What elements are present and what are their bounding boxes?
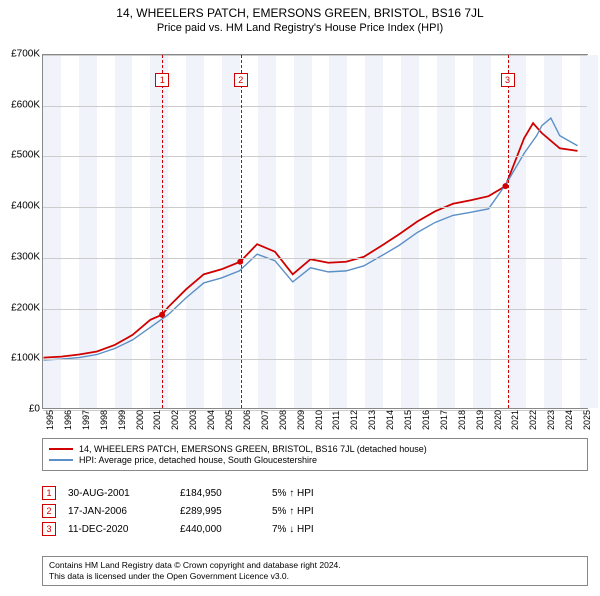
y-tick-label: £600K xyxy=(0,99,40,110)
series-property xyxy=(44,123,578,357)
y-tick-label: £200K xyxy=(0,302,40,313)
x-tick-label: 2025 xyxy=(582,410,592,430)
x-tick-label: 2002 xyxy=(170,410,180,430)
x-tick-label: 2024 xyxy=(564,410,574,430)
y-tick-label: £500K xyxy=(0,150,40,161)
sale-marker: 2 xyxy=(42,504,56,518)
x-tick-label: 1997 xyxy=(81,410,91,430)
x-tick-label: 2004 xyxy=(206,410,216,430)
sale-price: £440,000 xyxy=(180,524,260,535)
sale-row: 2 17-JAN-2006 £289,995 5% ↑ HPI xyxy=(42,504,588,518)
footer-line2: This data is licensed under the Open Gov… xyxy=(49,571,581,582)
x-tick-label: 2005 xyxy=(224,410,234,430)
sales-table: 1 30-AUG-2001 £184,950 5% ↑ HPI 2 17-JAN-2006… xyxy=(42,482,588,540)
y-tick-label: £0 xyxy=(0,404,40,415)
footer: Contains HM Land Registry data © Crown c… xyxy=(42,556,588,586)
series-hpi xyxy=(44,118,578,360)
chart-container: 14, WHEELERS PATCH, EMERSONS GREEN, BRIS… xyxy=(0,6,600,596)
sale-date: 30-AUG-2001 xyxy=(68,488,168,499)
legend-row: HPI: Average price, detached house, Sout… xyxy=(49,455,581,465)
x-tick-label: 1999 xyxy=(117,410,127,430)
event-line-1 xyxy=(162,55,163,408)
x-tick-label: 1996 xyxy=(63,410,73,430)
x-tick-label: 2007 xyxy=(260,410,270,430)
event-line-3 xyxy=(508,55,509,408)
y-tick-label: £400K xyxy=(0,201,40,212)
event-marker-2: 2 xyxy=(234,73,248,87)
sale-row: 3 11-DEC-2020 £440,000 7% ↓ HPI xyxy=(42,522,588,536)
sale-row: 1 30-AUG-2001 £184,950 5% ↑ HPI xyxy=(42,486,588,500)
plot-area: 1 2 3 xyxy=(42,54,588,409)
legend-swatch xyxy=(49,459,73,461)
y-tick-label: £700K xyxy=(0,49,40,60)
legend-swatch xyxy=(49,448,73,450)
chart-title: 14, WHEELERS PATCH, EMERSONS GREEN, BRIS… xyxy=(0,6,600,20)
x-tick-label: 2014 xyxy=(385,410,395,430)
sale-change: 7% ↓ HPI xyxy=(272,524,392,535)
sale-change: 5% ↑ HPI xyxy=(272,488,392,499)
x-tick-label: 2017 xyxy=(439,410,449,430)
x-tick-label: 2021 xyxy=(510,410,520,430)
x-tick-label: 1995 xyxy=(45,410,55,430)
x-tick-label: 2001 xyxy=(152,410,162,430)
gridline-h xyxy=(43,359,587,360)
x-tick-label: 2010 xyxy=(314,410,324,430)
x-tick-label: 2016 xyxy=(421,410,431,430)
x-tick-label: 2013 xyxy=(367,410,377,430)
chart-subtitle: Price paid vs. HM Land Registry's House … xyxy=(0,22,600,34)
x-tick-label: 2015 xyxy=(403,410,413,430)
x-tick-label: 2018 xyxy=(457,410,467,430)
legend: 14, WHEELERS PATCH, EMERSONS GREEN, BRIS… xyxy=(42,438,588,471)
sale-marker: 1 xyxy=(42,486,56,500)
y-tick-label: £100K xyxy=(0,353,40,364)
sale-price: £289,995 xyxy=(180,506,260,517)
gridline-h xyxy=(43,55,587,56)
event-line-2 xyxy=(241,55,242,408)
legend-label: 14, WHEELERS PATCH, EMERSONS GREEN, BRIS… xyxy=(79,444,427,454)
legend-row: 14, WHEELERS PATCH, EMERSONS GREEN, BRIS… xyxy=(49,444,581,454)
x-tick-label: 2000 xyxy=(135,410,145,430)
x-tick-label: 2022 xyxy=(528,410,538,430)
x-tick-label: 2008 xyxy=(278,410,288,430)
sale-date: 11-DEC-2020 xyxy=(68,524,168,535)
sale-change: 5% ↑ HPI xyxy=(272,506,392,517)
x-tick-label: 2012 xyxy=(349,410,359,430)
x-tick-label: 2019 xyxy=(475,410,485,430)
x-tick-label: 2020 xyxy=(493,410,503,430)
x-tick-label: 1998 xyxy=(99,410,109,430)
x-tick-label: 2023 xyxy=(546,410,556,430)
x-tick-label: 2003 xyxy=(188,410,198,430)
event-marker-1: 1 xyxy=(155,73,169,87)
data-svg xyxy=(43,55,587,408)
x-tick-label: 2011 xyxy=(331,411,341,430)
x-tick-label: 2009 xyxy=(296,410,306,430)
sale-price: £184,950 xyxy=(180,488,260,499)
sale-date: 17-JAN-2006 xyxy=(68,506,168,517)
gridline-h xyxy=(43,207,587,208)
gridline-h xyxy=(43,309,587,310)
sale-marker: 3 xyxy=(42,522,56,536)
legend-label: HPI: Average price, detached house, Sout… xyxy=(79,455,317,465)
gridline-h xyxy=(43,106,587,107)
gridline-h xyxy=(43,258,587,259)
gridline-h xyxy=(43,156,587,157)
footer-line1: Contains HM Land Registry data © Crown c… xyxy=(49,560,581,571)
x-tick-label: 2006 xyxy=(242,410,252,430)
event-marker-3: 3 xyxy=(501,73,515,87)
y-tick-label: £300K xyxy=(0,251,40,262)
